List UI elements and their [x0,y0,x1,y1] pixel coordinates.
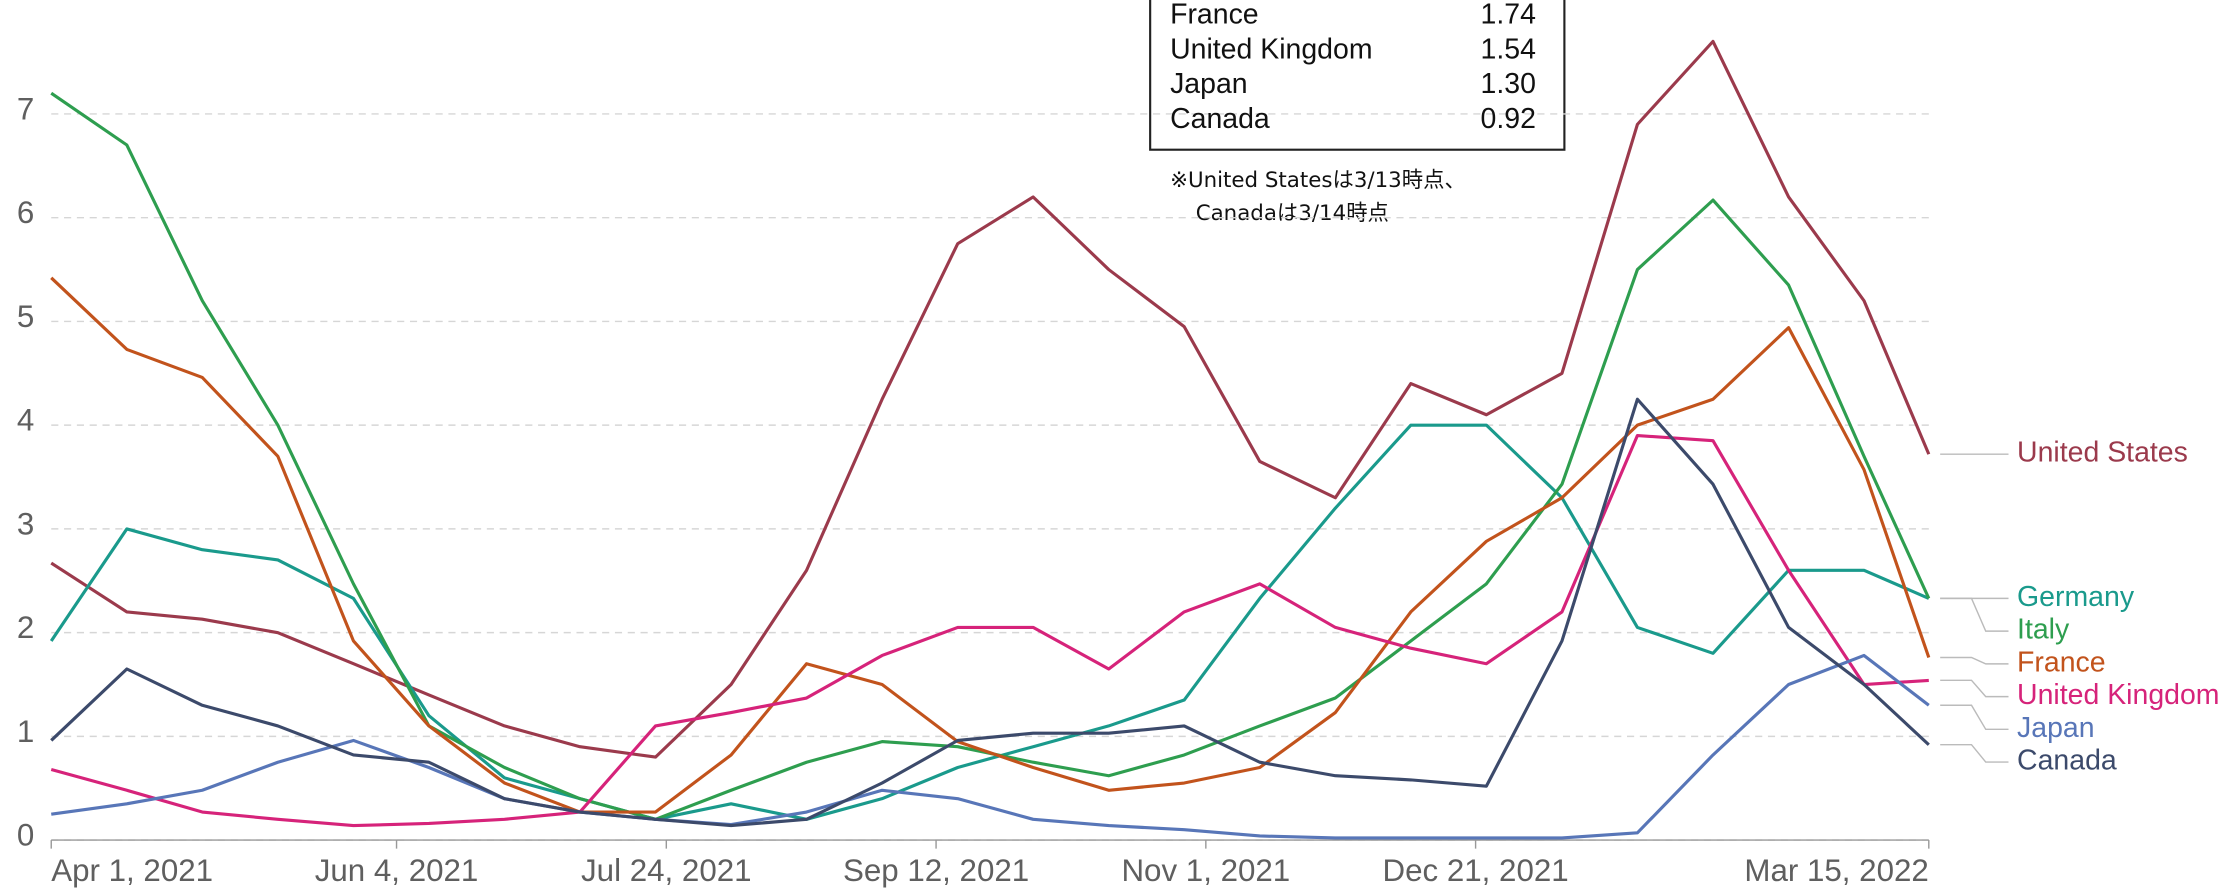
y-tick-label: 3 [17,506,34,541]
label-connector [1940,743,2009,763]
table-value: 1.54 [1481,33,1536,65]
table-value: 0.92 [1481,103,1536,135]
series-line [50,39,1931,759]
note: Canadaは3/14時点 [1196,201,1389,226]
x-tick-label: Dec 21, 2021 [1383,853,1569,888]
table-value: 1.30 [1481,68,1536,100]
y-tick-label: 1 [17,714,34,749]
x-tick-label: Apr 1, 2021 [51,853,213,888]
series-label: Japan [2017,712,2095,744]
table-name: France [1170,0,1259,30]
series-label: Italy [2017,614,2070,646]
y-tick-label: 4 [17,403,34,438]
series-label: Canada [2017,745,2117,777]
series-line [50,397,1930,828]
series-label: United States [2017,437,2188,469]
x-tick-label: Sep 12, 2021 [843,853,1029,888]
note: ※United Statesは3/13時点、 [1170,168,1466,193]
table-value: 1.74 [1481,0,1536,30]
y-tick-label: 5 [17,299,34,334]
table-name: Canada [1170,103,1270,135]
series-line [50,276,1931,814]
series-line [49,423,1930,821]
value-box [1149,0,1566,151]
x-tick-label: Mar 15, 2022 [1744,853,1928,888]
label-connector [1940,597,2009,632]
series-label: United Kingdom [2017,679,2219,711]
y-tick-label: 6 [17,195,34,230]
x-tick-label: Jun 4, 2021 [315,853,479,888]
label-connector [1940,656,2009,665]
y-tick-label: 2 [17,610,34,645]
x-tick-label: Nov 1, 2021 [1121,853,1290,888]
table-name: United Kingdom [1170,33,1372,65]
series-line [50,91,1931,821]
y-tick-label: 0 [17,818,34,853]
series-line [51,653,1930,840]
y-tick-label: 7 [17,91,34,126]
series-line [50,433,1929,828]
x-tick-label: Jul 24, 2021 [581,853,752,888]
series-label: France [2017,646,2106,678]
table-name: Japan [1170,68,1248,100]
series-label: Germany [2017,581,2135,613]
label-connector [1940,679,2009,698]
label-connector [1940,704,2009,731]
